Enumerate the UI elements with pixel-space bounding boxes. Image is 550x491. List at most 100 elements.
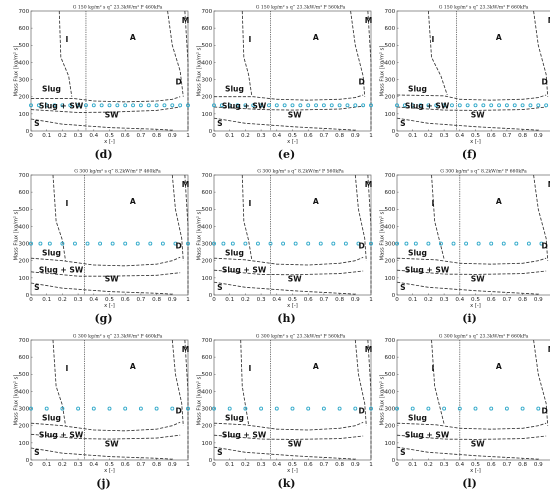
x-tick-label: 0.3 (257, 133, 266, 139)
y-tick-label: 0 (26, 458, 30, 464)
y-tick-label: 500 (19, 372, 30, 378)
chart-panel-e: G 150 kg/m² s q” 23.3kW/m² P 560kPa 0 100 2… (197, 5, 374, 162)
data-point (60, 103, 65, 108)
y-tick-label: 500 (202, 207, 213, 213)
y-tick-label: 400 (19, 389, 30, 395)
y-tick-label: 0 (392, 129, 396, 135)
data-point (256, 241, 260, 246)
y-tick-label: 700 (19, 173, 30, 179)
x-tick-label: 0.5 (105, 133, 114, 139)
panel-title: G 150 kg/m² s q” 23.3kW/m² P 660kPa (439, 5, 529, 11)
x-tick-label: 0.6 (487, 133, 496, 139)
x-tick-label: 0.6 (487, 297, 496, 303)
x-tick-label: 0 (212, 297, 216, 303)
region-label: D (541, 78, 547, 87)
data-point (536, 406, 541, 411)
transition-a-d (354, 339, 367, 426)
data-point (361, 103, 366, 108)
data-point (536, 103, 541, 108)
transition-a-d (533, 339, 549, 426)
region-label: I (432, 199, 435, 208)
x-tick-label: 0.7 (136, 297, 145, 303)
data-point (230, 241, 235, 246)
transition-a-d (354, 174, 367, 261)
y-tick-label: 100 (202, 441, 213, 447)
x-tick-label: 0.8 (335, 297, 344, 303)
y-tick-label: 600 (19, 190, 30, 196)
data-point (235, 103, 240, 108)
x-tick-label: 0.3 (74, 297, 83, 303)
region-label: SW (105, 439, 119, 448)
data-point (115, 103, 120, 108)
data-point (47, 241, 52, 246)
transition-s-sw (213, 117, 356, 131)
data-point (343, 241, 348, 246)
data-point (259, 103, 264, 108)
panel-title: G 300 kg/m² s q” 8.2kW/m² P 460kPa (74, 169, 161, 175)
data-point (138, 103, 143, 108)
transition-slug-annular (396, 94, 547, 101)
y-axis-label: Mass Flux [kg/m² s] (380, 375, 386, 426)
panel-title: G 300 kg/m² s q” 8.2kW/m² P 660kPa (440, 169, 527, 175)
region-label: S (217, 119, 222, 128)
x-tick-label: 0.1 (408, 462, 417, 468)
data-point (476, 241, 481, 246)
data-point (73, 241, 77, 246)
transition-d-m (367, 339, 372, 460)
data-point (243, 406, 248, 411)
data-point (290, 103, 295, 108)
y-tick-label: 0 (209, 129, 213, 135)
y-tick-label: 0 (392, 293, 396, 299)
region-label: SW (105, 110, 119, 119)
y-tick-label: 500 (19, 207, 30, 213)
data-point (281, 241, 286, 246)
data-point (544, 103, 549, 108)
y-tick-label: 500 (385, 207, 396, 213)
transition-slug-sw (396, 434, 547, 440)
region-label: D (175, 242, 181, 251)
data-point (107, 103, 112, 108)
x-tick-label: 0.8 (152, 462, 161, 468)
data-point (426, 406, 431, 411)
y-tick-label: 700 (19, 9, 30, 15)
y-axis-label: Mass Flux [kg/m² s] (197, 46, 203, 97)
data-point (321, 406, 326, 411)
panel-caption: (l) (462, 477, 477, 490)
x-tick-label: 0.5 (288, 297, 297, 303)
region-label: SW (471, 439, 485, 448)
data-point (473, 406, 478, 411)
data-point (465, 103, 470, 108)
y-tick-label: 100 (19, 441, 30, 447)
x-tick-label: 0.1 (42, 462, 51, 468)
data-point (439, 241, 443, 246)
x-tick-label: 0.9 (168, 133, 177, 139)
data-point (410, 103, 415, 108)
data-point (337, 103, 342, 108)
data-point (402, 103, 407, 108)
y-tick-label: 100 (202, 112, 213, 118)
x-tick-label: 0.4 (89, 297, 98, 303)
data-point (85, 241, 90, 246)
data-point (450, 103, 454, 108)
x-tick-label: 0.4 (272, 462, 281, 468)
data-point (345, 103, 350, 108)
transition-s-sw (396, 281, 539, 295)
data-point (170, 103, 175, 108)
x-tick-label: 0.4 (455, 133, 464, 139)
region-label: A (496, 362, 502, 371)
y-tick-label: 200 (385, 424, 396, 430)
x-tick-label: 0.8 (518, 462, 527, 468)
data-point (123, 406, 128, 411)
data-point (318, 241, 323, 246)
data-point (212, 103, 216, 108)
data-point (186, 406, 190, 411)
region-label: M (182, 16, 190, 25)
data-point (282, 103, 287, 108)
region-label: M (365, 16, 373, 25)
data-point (504, 406, 509, 411)
region-label: I (249, 364, 252, 373)
data-point (395, 103, 399, 108)
x-tick-label: 0.8 (335, 133, 344, 139)
transition-a-d (171, 339, 184, 426)
y-tick-label: 500 (202, 372, 213, 378)
